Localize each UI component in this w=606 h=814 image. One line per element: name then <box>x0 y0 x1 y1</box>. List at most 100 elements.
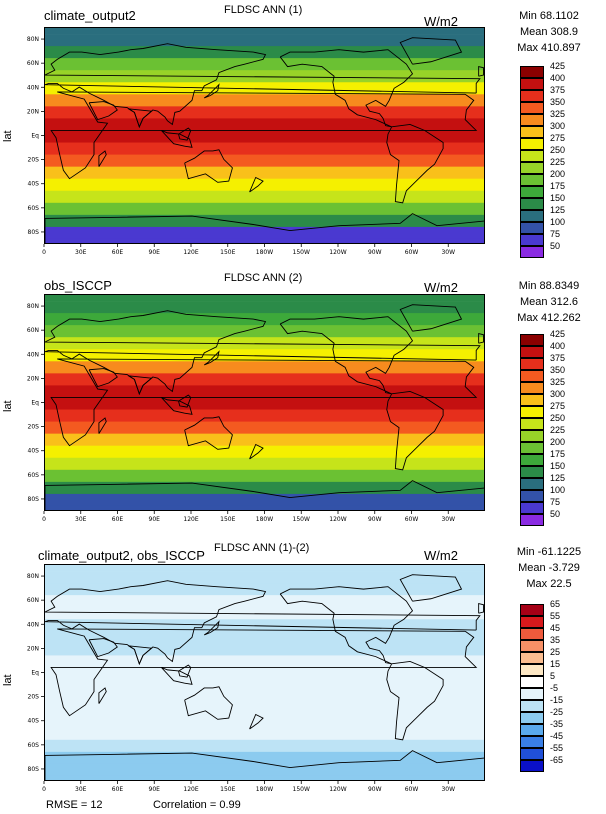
lat-band <box>45 325 484 338</box>
colorbar-swatch <box>520 736 544 748</box>
colorbar-swatch <box>520 700 544 712</box>
colorbar-swatch <box>520 760 544 772</box>
coastline <box>399 304 463 332</box>
x-tick-label: 90E <box>149 786 161 793</box>
panel-stats: Min 68.1102 Mean 308.9 Max 410.897 <box>494 8 604 56</box>
colorbar-label: 150 <box>550 461 566 471</box>
colorbar-label: -55 <box>550 743 564 753</box>
y-tick-label: 20S <box>28 694 40 701</box>
colorbar-label: 65 <box>550 599 561 609</box>
coastline <box>178 394 192 408</box>
coastline <box>45 310 481 396</box>
y-tick-label: 40N <box>27 84 39 91</box>
colorbar-swatch <box>520 430 544 442</box>
colorbar-label: 425 <box>550 61 566 71</box>
y-tick-label: Eq <box>31 400 39 407</box>
colorbar-label: 15 <box>550 659 561 669</box>
colorbar-label: -65 <box>550 755 564 765</box>
map-plot-3 <box>44 564 485 781</box>
coastline <box>45 750 484 780</box>
coastline <box>98 417 107 434</box>
colorbar-label: 350 <box>550 97 566 107</box>
panel-center-title: FLDSC ANN (1)-(2) <box>214 542 310 554</box>
stat-mean: Mean 312.6 <box>519 296 579 308</box>
lat-band <box>45 739 484 753</box>
lat-band <box>45 295 484 302</box>
y-tick-label: 60S <box>28 742 40 749</box>
x-tick-label: 150E <box>220 516 235 523</box>
colorbar-swatch <box>520 676 544 688</box>
y-tick-label: 60N <box>27 597 39 604</box>
lat-band <box>45 493 484 507</box>
lat-band <box>45 631 484 644</box>
lat-band <box>45 154 484 168</box>
x-tick-label: 0 <box>42 786 46 793</box>
coastline <box>249 176 264 193</box>
y-axis-label: lat <box>2 130 14 142</box>
lat-band <box>45 34 484 47</box>
x-tick-label: 90W <box>368 516 382 523</box>
colorbar-swatch <box>520 138 544 150</box>
colorbar-label: 125 <box>550 205 566 215</box>
coastline <box>50 628 478 717</box>
x-tick-label: 0 <box>42 516 46 523</box>
coastline <box>128 375 153 396</box>
y-tick-label: Eq <box>31 670 39 677</box>
lat-band <box>45 178 484 192</box>
lat-band <box>45 28 484 35</box>
x-tick-label: 150E <box>220 786 235 793</box>
lat-band <box>45 727 484 741</box>
lat-band <box>45 655 484 668</box>
x-tick-label: 150W <box>293 249 310 256</box>
coastline <box>184 149 233 183</box>
y-tick-label: 20N <box>27 645 39 652</box>
colorbar-swatch <box>520 688 544 700</box>
y-tick-label: 80S <box>28 766 40 773</box>
colorbar-swatch <box>520 162 544 174</box>
colorbar-label: 300 <box>550 121 566 131</box>
colorbar-label: 175 <box>550 181 566 191</box>
rmse-label: RMSE = 12 <box>46 799 103 811</box>
colorbar-swatch <box>520 78 544 90</box>
coastline <box>386 123 444 204</box>
lat-band <box>45 643 484 656</box>
colorbar-swatch <box>520 114 544 126</box>
colorbar-label: 400 <box>550 73 566 83</box>
x-tick-label: 90E <box>149 249 161 256</box>
colorbar-swatch <box>520 652 544 664</box>
colorbar-swatch <box>520 514 544 526</box>
colorbar-label: 375 <box>550 353 566 363</box>
y-tick-label: 40S <box>28 448 40 455</box>
colorbar-swatch <box>520 174 544 186</box>
y-tick-label: 40S <box>28 718 40 725</box>
coastline <box>50 91 478 180</box>
x-tick-label: 60E <box>112 249 124 256</box>
coastline <box>249 443 264 460</box>
colorbar-label: 200 <box>550 169 566 179</box>
panel-center-title: FLDSC ANN (2) <box>224 272 303 284</box>
panel-units: W/m2 <box>424 280 458 295</box>
x-tick-label: 30W <box>441 249 455 256</box>
y-axis-label: lat <box>2 400 14 412</box>
colorbar-swatch <box>520 186 544 198</box>
x-tick-label: 150W <box>293 786 310 793</box>
coastline <box>478 333 484 344</box>
coastline <box>161 397 193 415</box>
x-tick-label: 60E <box>112 786 124 793</box>
x-tick-label: 60W <box>405 786 419 793</box>
panel-model: climate_output2 FLDSC ANN (1) W/m2 Min 6… <box>0 0 606 270</box>
colorbar-swatch <box>520 454 544 466</box>
colorbar-swatch <box>520 442 544 454</box>
colorbar-label: -5 <box>550 683 559 693</box>
lat-band <box>45 142 484 156</box>
colorbar-label: 400 <box>550 341 566 351</box>
colorbar-swatch <box>520 246 544 258</box>
coastline <box>279 316 414 395</box>
colorbar-swatch <box>520 382 544 394</box>
colorbar-label: 75 <box>550 497 561 507</box>
colorbar-swatch <box>520 466 544 478</box>
colorbar-swatch <box>520 604 544 616</box>
lat-band <box>45 763 484 777</box>
stat-min: Min -61.1225 <box>516 546 582 558</box>
lat-band <box>45 565 484 572</box>
